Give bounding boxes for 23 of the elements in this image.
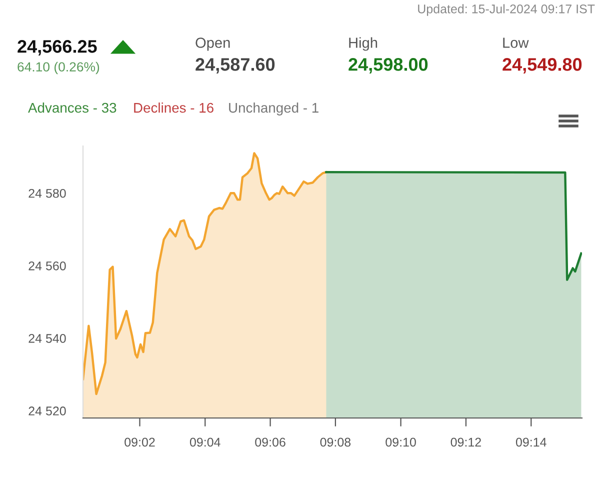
- text: 24,549.80: [502, 58, 582, 74]
- text: 64.10 (0.26%): [18, 62, 100, 74]
- x-tick-label: 09:14: [516, 438, 546, 447]
- y-tick-label: 24 540: [28, 334, 66, 343]
- y-tick-label: 24 520: [28, 406, 66, 416]
- text: Advances - 33: [28, 102, 116, 113]
- text: High: [349, 37, 378, 51]
- x-tick-label: 09:10: [386, 438, 416, 447]
- text: 24,587.60: [196, 58, 275, 74]
- text: Open: [196, 38, 230, 51]
- text: Unchanged - 1: [229, 102, 318, 116]
- text: Updated: 15-Jul-2024 09:17 IST: [418, 4, 595, 16]
- text: Low: [503, 38, 529, 48]
- x-tick-label: 09:08: [320, 438, 351, 447]
- y-tick-label: 24 560: [28, 261, 66, 270]
- y-tick-label: 24 580: [28, 188, 66, 198]
- x-tick-label: 09:04: [190, 438, 220, 447]
- x-tick-label: 09:02: [124, 438, 155, 447]
- x-tick-label: 09:06: [255, 438, 286, 447]
- text: 24,598.00: [348, 58, 428, 74]
- x-tick-label: 09:12: [450, 438, 481, 447]
- chart-title: 24,566.25: [18, 40, 97, 56]
- text: Declines - 16: [134, 102, 214, 113]
